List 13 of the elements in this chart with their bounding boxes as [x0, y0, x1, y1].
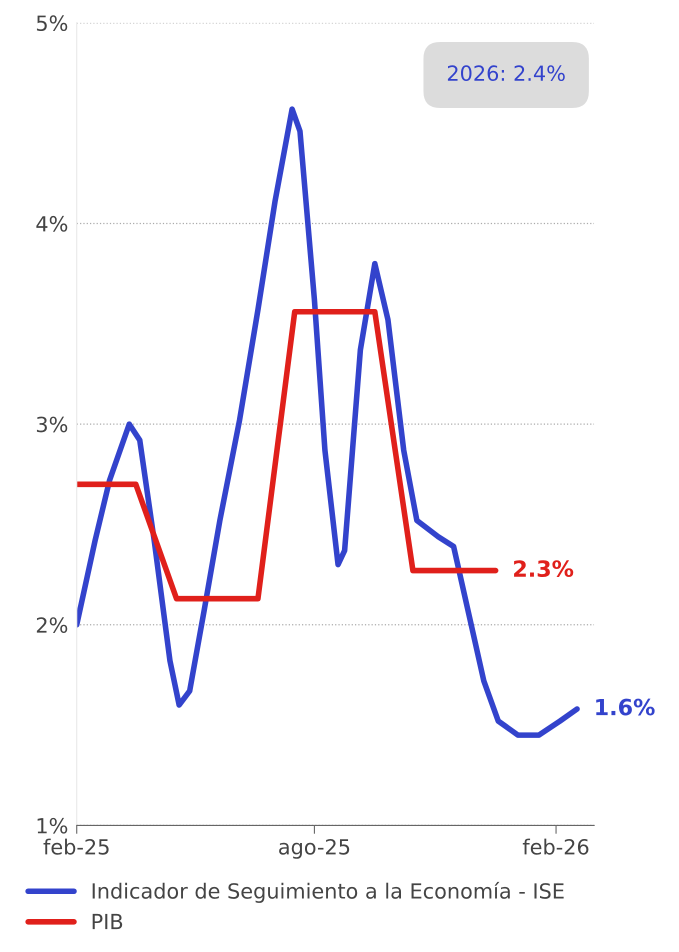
legend-label: Indicador de Seguimiento a la Economía - ISE: [92, 882, 564, 903]
y-tick-label: 3%: [36, 416, 68, 432]
x-tick-label: feb-26: [522, 838, 588, 855]
x-tick-label: feb-25: [44, 838, 109, 855]
annotation: 2026: 2.4%: [448, 65, 565, 82]
y-tick-label: 1%: [38, 818, 68, 834]
y-tick-label: 2%: [36, 617, 68, 633]
y-tick-label: 4%: [36, 216, 68, 232]
x-tick-label: ago-25: [279, 838, 350, 859]
y-tick-label: 5%: [36, 15, 68, 32]
annotation: 1.6%: [596, 698, 655, 716]
annotation: 2.3%: [514, 560, 574, 578]
legend-label: PIB: [92, 914, 122, 930]
